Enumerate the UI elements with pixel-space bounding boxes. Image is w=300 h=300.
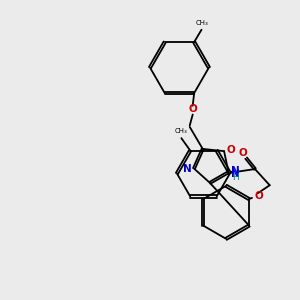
Text: O: O: [226, 145, 235, 155]
Text: O: O: [254, 190, 263, 200]
Text: O: O: [188, 104, 197, 114]
Text: H: H: [232, 173, 239, 182]
Text: N: N: [231, 169, 239, 178]
Text: CH₃: CH₃: [174, 128, 187, 134]
Text: N: N: [231, 166, 240, 176]
Text: CH₃: CH₃: [195, 20, 208, 26]
Text: N: N: [183, 164, 192, 173]
Text: O: O: [239, 148, 248, 158]
